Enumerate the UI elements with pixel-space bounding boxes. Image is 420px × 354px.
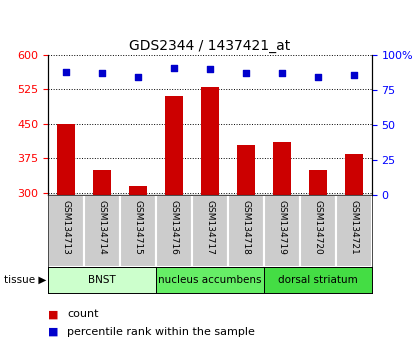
Bar: [336, 195, 372, 267]
Text: BNST: BNST: [88, 275, 116, 285]
Title: GDS2344 / 1437421_at: GDS2344 / 1437421_at: [129, 39, 291, 53]
Bar: [345, 154, 363, 195]
Text: percentile rank within the sample: percentile rank within the sample: [67, 327, 255, 337]
Point: [315, 75, 321, 80]
Point: [171, 65, 177, 70]
Bar: [93, 170, 111, 195]
Text: tissue ▶: tissue ▶: [4, 275, 47, 285]
Bar: [57, 124, 75, 195]
Bar: [48, 195, 84, 267]
Bar: [201, 87, 219, 195]
Bar: [273, 142, 291, 195]
Bar: [48, 267, 156, 293]
Bar: [264, 267, 372, 293]
Point: [207, 66, 213, 72]
Point: [278, 70, 285, 76]
Point: [63, 69, 70, 75]
Text: ■: ■: [48, 327, 59, 337]
Bar: [300, 195, 336, 267]
Text: count: count: [67, 309, 99, 319]
Bar: [228, 195, 264, 267]
Text: GSM134715: GSM134715: [134, 200, 143, 255]
Text: GSM134718: GSM134718: [241, 200, 250, 255]
Bar: [156, 267, 264, 293]
Bar: [84, 195, 120, 267]
Bar: [309, 170, 327, 195]
Bar: [264, 195, 300, 267]
Bar: [129, 186, 147, 195]
Point: [135, 75, 142, 80]
Bar: [156, 195, 192, 267]
Text: dorsal striatum: dorsal striatum: [278, 275, 358, 285]
Text: ■: ■: [48, 309, 59, 319]
Text: GSM134717: GSM134717: [205, 200, 215, 255]
Point: [99, 70, 105, 76]
Text: GSM134714: GSM134714: [98, 200, 107, 255]
Point: [243, 70, 249, 76]
Text: nucleus accumbens: nucleus accumbens: [158, 275, 262, 285]
Text: GSM134721: GSM134721: [349, 200, 358, 255]
Bar: [120, 195, 156, 267]
Text: GSM134713: GSM134713: [62, 200, 71, 255]
Bar: [237, 144, 255, 195]
Text: GSM134716: GSM134716: [170, 200, 178, 255]
Text: GSM134719: GSM134719: [277, 200, 286, 255]
Point: [350, 72, 357, 78]
Bar: [165, 96, 183, 195]
Bar: [192, 195, 228, 267]
Text: GSM134720: GSM134720: [313, 200, 322, 255]
